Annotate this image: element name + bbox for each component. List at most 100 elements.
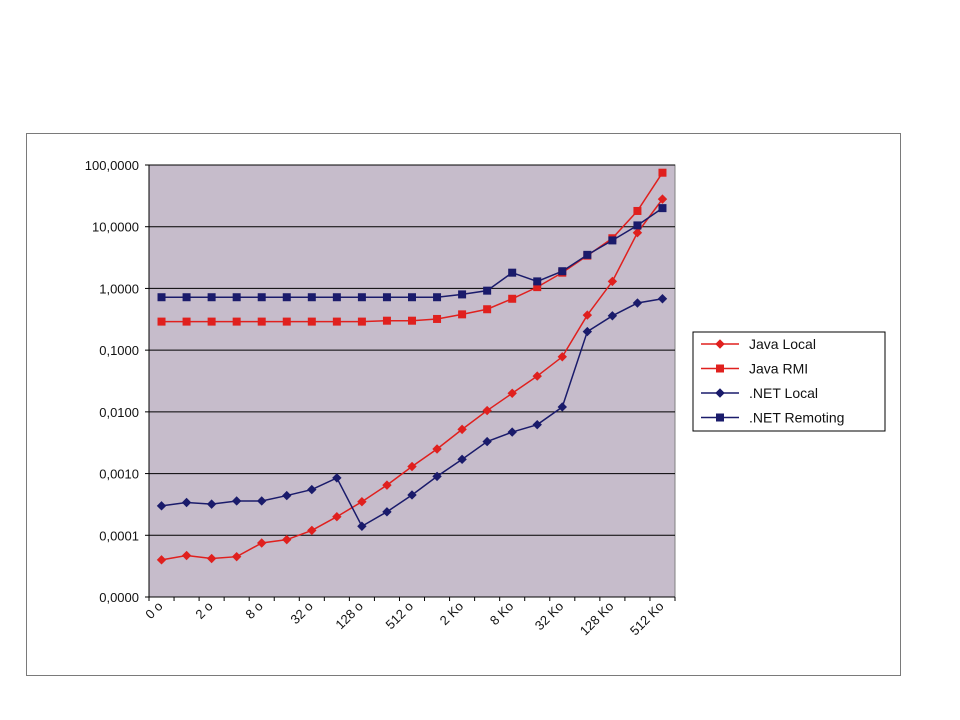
data-point	[482, 436, 492, 447]
y-tick-label: 1,0000	[99, 281, 139, 296]
data-point	[357, 317, 366, 326]
legend-box	[692, 331, 886, 432]
data-point	[533, 277, 542, 286]
data-point	[307, 293, 316, 302]
legend-label-java-local: Java Local	[749, 336, 816, 352]
data-point	[457, 424, 467, 435]
x-tick-label: 512 o	[383, 599, 417, 633]
data-point	[557, 352, 567, 362]
data-point	[633, 206, 642, 215]
data-point	[207, 293, 216, 302]
data-point	[583, 250, 592, 259]
x-tick-label: 2 o	[192, 599, 215, 622]
chart-frame: 0,0000 0,0001 0,0010 0,0100 0,1000 1,0000 10,0…	[26, 133, 901, 676]
data-point	[382, 480, 392, 490]
data-point	[408, 316, 416, 325]
series-group	[156, 168, 668, 565]
data-point	[382, 316, 391, 325]
legend-label-net-local: .NET Local	[749, 385, 818, 401]
y-tick-label: 100,0000	[85, 158, 139, 173]
data-point	[357, 293, 366, 302]
x-tick-label: 32 Ko	[532, 599, 567, 634]
data-point	[282, 293, 291, 302]
data-point	[157, 317, 166, 326]
data-point	[307, 525, 317, 536]
data-point	[558, 267, 567, 276]
data-point	[332, 317, 341, 326]
data-point	[532, 419, 542, 430]
data-point	[332, 293, 341, 302]
data-point	[632, 227, 643, 238]
data-point	[307, 484, 317, 495]
data-point	[532, 371, 542, 381]
data-point	[382, 507, 392, 517]
data-point	[483, 305, 492, 314]
data-point	[582, 326, 593, 337]
x-tick-label: 128 o	[332, 599, 366, 633]
data-point	[282, 534, 292, 545]
x-tick-label: 128 Ko	[577, 599, 617, 639]
data-point	[231, 496, 242, 506]
data-point	[482, 405, 492, 416]
data-point	[357, 497, 367, 507]
data-point	[508, 294, 517, 303]
data-point	[181, 497, 192, 508]
data-point	[357, 521, 367, 531]
data-point	[657, 194, 668, 204]
x-tick-label: 2 Ko	[437, 599, 467, 629]
legend: Java Local Java RMI .NET Local .NET Remotin…	[692, 331, 886, 432]
legend-marker-java-rmi	[716, 364, 724, 373]
x-tick-label: 0 o	[142, 599, 165, 622]
data-point	[257, 538, 267, 548]
data-point	[207, 317, 216, 326]
data-point	[232, 317, 241, 326]
data-point	[307, 317, 316, 326]
y-tick-label: 0,1000	[99, 343, 139, 358]
chart-svg: 0,0000 0,0001 0,0010 0,0100 0,1000 1,0000 10,0…	[85, 158, 886, 639]
data-point	[408, 293, 416, 302]
series-java-rmi	[157, 168, 667, 326]
data-point	[231, 551, 242, 562]
series-net-local	[156, 294, 668, 531]
data-point	[632, 298, 643, 308]
data-point	[657, 294, 668, 304]
x-tick-label: 8 Ko	[487, 599, 517, 629]
y-tick-label: 0,0100	[99, 405, 139, 420]
data-point	[608, 236, 617, 245]
data-point	[282, 317, 291, 326]
data-point	[432, 444, 442, 454]
series-net-remoting	[157, 204, 667, 302]
data-point	[607, 276, 618, 287]
data-point	[181, 550, 192, 561]
data-point	[432, 471, 442, 482]
y-tick-label: 0,0010	[99, 467, 139, 482]
data-point	[458, 310, 467, 319]
data-point	[433, 314, 442, 323]
data-point	[458, 290, 467, 299]
data-point	[182, 293, 191, 302]
data-point	[232, 293, 241, 302]
data-point	[257, 293, 266, 302]
data-point	[257, 317, 266, 326]
data-point	[157, 293, 166, 302]
legend-marker-java-local	[715, 339, 725, 349]
data-point	[332, 512, 342, 522]
series-java-local	[156, 194, 668, 565]
data-point	[658, 168, 667, 177]
data-point	[407, 461, 417, 472]
data-point	[658, 204, 667, 213]
data-point	[206, 499, 217, 509]
data-point	[156, 555, 167, 565]
legend-label-java-rmi: Java RMI	[749, 361, 808, 377]
data-point	[607, 311, 618, 321]
data-point	[582, 310, 593, 320]
data-point	[257, 496, 267, 506]
y-tick-label: 0,0000	[99, 590, 139, 605]
plot-area	[148, 164, 676, 598]
data-point	[483, 286, 492, 295]
data-point	[182, 317, 191, 326]
data-point	[332, 473, 342, 483]
legend-marker-net-remoting	[716, 413, 724, 422]
y-tick-label: 0,0001	[99, 528, 139, 543]
gridlines	[149, 164, 675, 536]
